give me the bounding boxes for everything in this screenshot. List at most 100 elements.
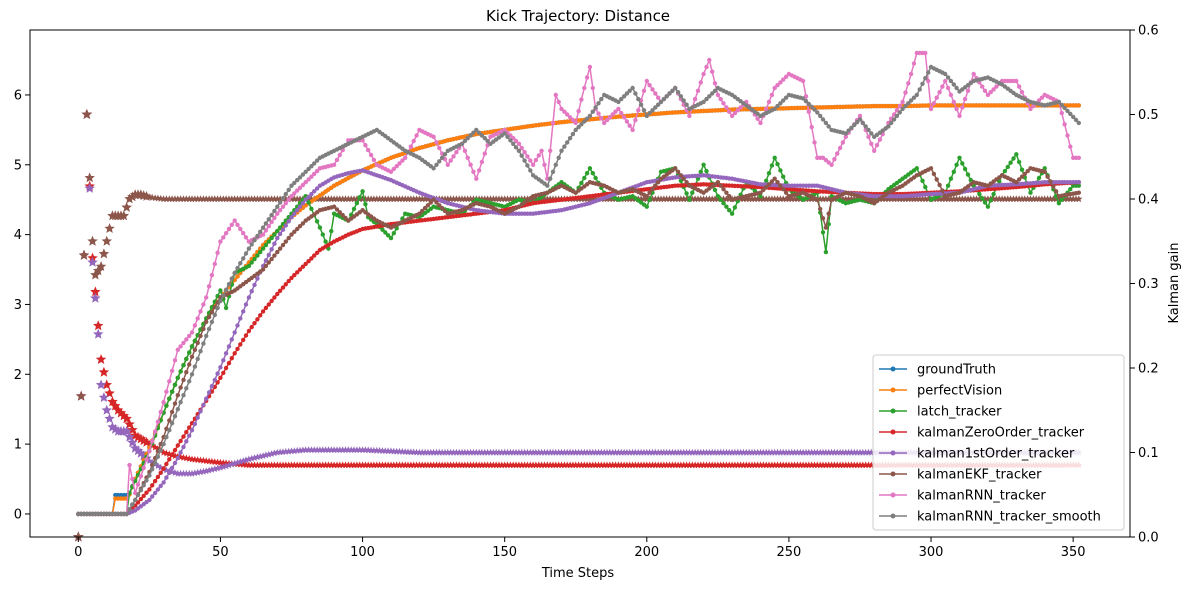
- gain-marker: [185, 469, 193, 477]
- data-point: [292, 180, 297, 186]
- data-point: [167, 470, 172, 475]
- data-point: [189, 354, 195, 359]
- gain-marker: [239, 457, 247, 464]
- data-point: [286, 219, 291, 224]
- data-point: [778, 80, 783, 85]
- data-point: [209, 384, 215, 389]
- data-point: [147, 487, 152, 492]
- data-point: [439, 205, 445, 211]
- gain-marker: [401, 448, 409, 455]
- gain-marker: [307, 461, 315, 469]
- data-point: [766, 171, 772, 176]
- data-point: [732, 205, 738, 210]
- data-point: [442, 152, 448, 157]
- data-point: [965, 88, 971, 94]
- legend-label: kalmanRNN_tracker: [917, 489, 1046, 504]
- data-point: [169, 389, 175, 394]
- data-point: [707, 94, 712, 99]
- data-point: [437, 203, 442, 208]
- data-point: [917, 87, 922, 92]
- data-point: [221, 293, 226, 298]
- legend-marker: [890, 471, 896, 477]
- data-point: [1016, 177, 1022, 182]
- x-tick-label: 50: [212, 545, 229, 560]
- data-point: [837, 145, 843, 151]
- data-point: [815, 197, 820, 202]
- data-point: [525, 154, 530, 159]
- gain-marker: [810, 461, 819, 469]
- gain-marker: [322, 461, 330, 469]
- gain-marker: [415, 461, 423, 469]
- data-point: [820, 117, 826, 122]
- data-point: [238, 261, 243, 266]
- data-point: [906, 81, 911, 86]
- data-point: [158, 448, 163, 453]
- data-point: [246, 263, 252, 269]
- data-point: [781, 98, 786, 103]
- y2-tick-label: 0.0: [1138, 531, 1159, 546]
- data-point: [809, 104, 814, 110]
- data-point: [187, 333, 192, 339]
- gain-marker: [802, 461, 810, 469]
- data-point: [428, 200, 433, 205]
- data-point: [593, 105, 598, 110]
- data-point: [246, 295, 252, 300]
- gain-marker: [830, 461, 838, 469]
- data-point: [161, 441, 166, 447]
- gain-marker: [609, 461, 617, 469]
- gain-marker: [756, 461, 765, 469]
- data-point: [843, 134, 848, 139]
- data-point: [169, 368, 175, 373]
- gain-marker: [287, 447, 296, 455]
- data-point: [590, 85, 595, 91]
- gain-marker: [481, 461, 489, 469]
- gain-marker: [101, 235, 112, 246]
- gain-marker: [467, 461, 475, 469]
- y-tick-label: 3: [14, 298, 22, 313]
- gain-marker: [447, 461, 455, 469]
- gain-marker: [751, 461, 759, 469]
- data-point: [502, 131, 507, 136]
- data-point: [644, 204, 649, 209]
- data-point: [184, 337, 189, 342]
- gain-marker: [188, 469, 196, 477]
- x-tick-label: 250: [777, 545, 802, 560]
- data-point: [528, 158, 533, 163]
- data-point: [263, 221, 269, 226]
- legend-marker: [890, 408, 896, 414]
- data-point: [164, 461, 169, 467]
- data-point: [286, 187, 291, 193]
- data-point: [235, 274, 240, 279]
- x-tick-label: 150: [492, 545, 517, 560]
- data-point: [692, 96, 698, 102]
- data-point: [238, 316, 243, 321]
- data-point: [192, 347, 198, 352]
- data-point: [579, 97, 584, 102]
- data-point: [172, 447, 178, 453]
- data-point: [212, 312, 217, 318]
- data-point: [775, 161, 780, 167]
- data-point: [977, 191, 982, 197]
- data-point: [175, 375, 180, 380]
- data-point: [857, 113, 863, 119]
- y-tick-label: 1: [14, 438, 22, 453]
- gain-marker: [785, 461, 793, 469]
- legend-entry: perfectVision: [879, 384, 1002, 399]
- data-point: [809, 124, 814, 130]
- data-point: [775, 103, 780, 109]
- data-point: [530, 162, 536, 167]
- data-point: [206, 314, 212, 320]
- data-point: [158, 409, 163, 415]
- data-point: [300, 221, 306, 226]
- data-point: [1036, 98, 1042, 103]
- data-point: [218, 239, 223, 244]
- gain-marker: [302, 446, 310, 453]
- data-point: [641, 88, 647, 94]
- data-point: [164, 403, 169, 408]
- data-point: [178, 438, 183, 444]
- data-point: [468, 162, 473, 167]
- data-point: [900, 106, 905, 112]
- data-point: [445, 162, 450, 167]
- data-point: [599, 116, 604, 121]
